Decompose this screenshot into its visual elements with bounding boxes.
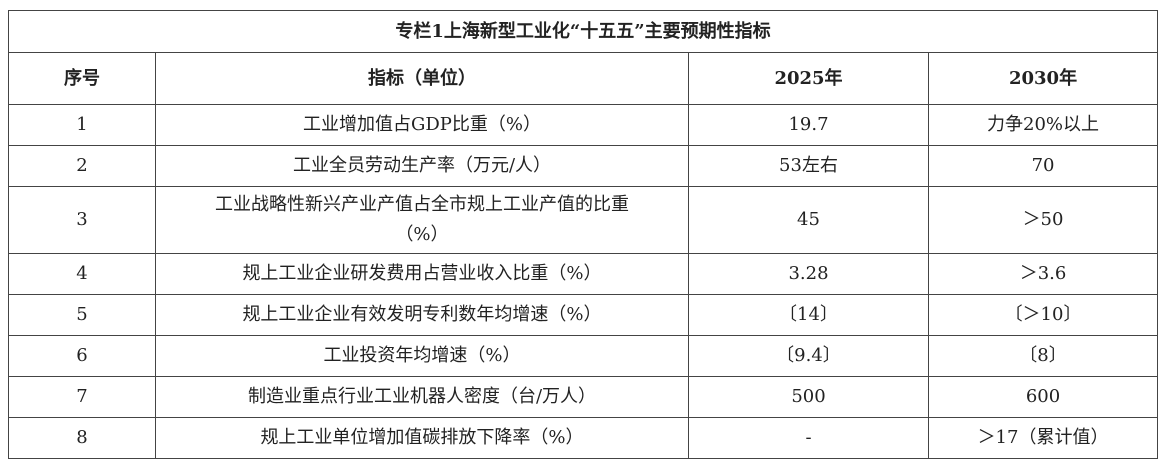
header-cell: 指标（单位）: [155, 52, 689, 105]
table-cell: 规上工业企业有效发明专利数年均增速（%）: [155, 294, 689, 336]
table-cell: 3: [8, 186, 156, 254]
table-row: 7 制造业重点行业工业机器人密度（台/万人） 500 600: [8, 376, 1159, 418]
table-row: 8 规上工业单位增加值碳排放下降率（%） - ＞17（累计值）: [8, 417, 1159, 459]
table-cell: 5: [8, 294, 156, 336]
table-title: 专栏1上海新型工业化“十五五”主要预期性指标: [7, 10, 1159, 53]
table-cell: 6: [8, 335, 156, 377]
table-cell: 8: [8, 417, 156, 459]
indicator-table: 专栏1上海新型工业化“十五五”主要预期性指标 序号 指标（单位） 2025年 2030…: [7, 10, 1159, 459]
table-cell: 600: [927, 376, 1159, 418]
header-row: 序号 指标（单位） 2025年 2030年: [8, 52, 1159, 105]
table-cell: ＞50: [927, 186, 1159, 254]
table-cell: 500: [688, 376, 929, 418]
table-row: 5 规上工业企业有效发明专利数年均增速（%） 〔14〕 〔＞10〕: [8, 294, 1159, 336]
table-cell: ＞3.6: [927, 253, 1159, 295]
table-row: 2 工业全员劳动生产率（万元/人） 53左右 70: [8, 145, 1159, 187]
table-cell: ＞17（累计值）: [927, 417, 1159, 459]
table-cell: 70: [927, 145, 1159, 187]
table-cell: 53左右: [688, 145, 929, 187]
table-body: 1 工业增加值占GDP比重（%） 19.7 力争20%以上 2 工业全员劳动生产率（万元/…: [8, 104, 1159, 459]
table-cell: 4: [8, 253, 156, 295]
table-cell: 工业投资年均增速（%）: [155, 335, 689, 377]
header-cell: 2030年: [927, 52, 1159, 105]
table-cell: 〔＞10〕: [927, 294, 1159, 336]
table-row: 1 工业增加值占GDP比重（%） 19.7 力争20%以上: [8, 104, 1159, 146]
table-cell: 〔9.4〕: [688, 335, 929, 377]
header-cell: 序号: [8, 52, 156, 105]
table-cell: 7: [8, 376, 156, 418]
table-cell: 工业增加值占GDP比重（%）: [155, 104, 689, 146]
table-cell: 〔8〕: [927, 335, 1159, 377]
table-row: 6 工业投资年均增速（%） 〔9.4〕 〔8〕: [8, 335, 1159, 377]
table-cell: 〔14〕: [688, 294, 929, 336]
table-cell: 制造业重点行业工业机器人密度（台/万人）: [155, 376, 689, 418]
table-cell: 力争20%以上: [927, 104, 1159, 146]
title-row: 专栏1上海新型工业化“十五五”主要预期性指标: [7, 10, 1159, 53]
table-cell: 工业全员劳动生产率（万元/人）: [155, 145, 689, 187]
table-cell: 规上工业企业研发费用占营业收入比重（%）: [155, 253, 689, 295]
table-row: 3 工业战略性新兴产业产值占全市规上工业产值的比重（%） 45 ＞50: [8, 186, 1159, 254]
table-cell: 1: [8, 104, 156, 146]
table-cell: 3.28: [688, 253, 929, 295]
header-cell: 2025年: [688, 52, 929, 105]
table-cell: 19.7: [688, 104, 929, 146]
table-cell: 工业战略性新兴产业产值占全市规上工业产值的比重（%）: [155, 186, 689, 254]
table-cell: 2: [8, 145, 156, 187]
table-row: 4 规上工业企业研发费用占营业收入比重（%） 3.28 ＞3.6: [8, 253, 1159, 295]
table-cell: 规上工业单位增加值碳排放下降率（%）: [155, 417, 689, 459]
table-cell: 45: [688, 186, 929, 254]
table-cell: -: [688, 417, 929, 459]
